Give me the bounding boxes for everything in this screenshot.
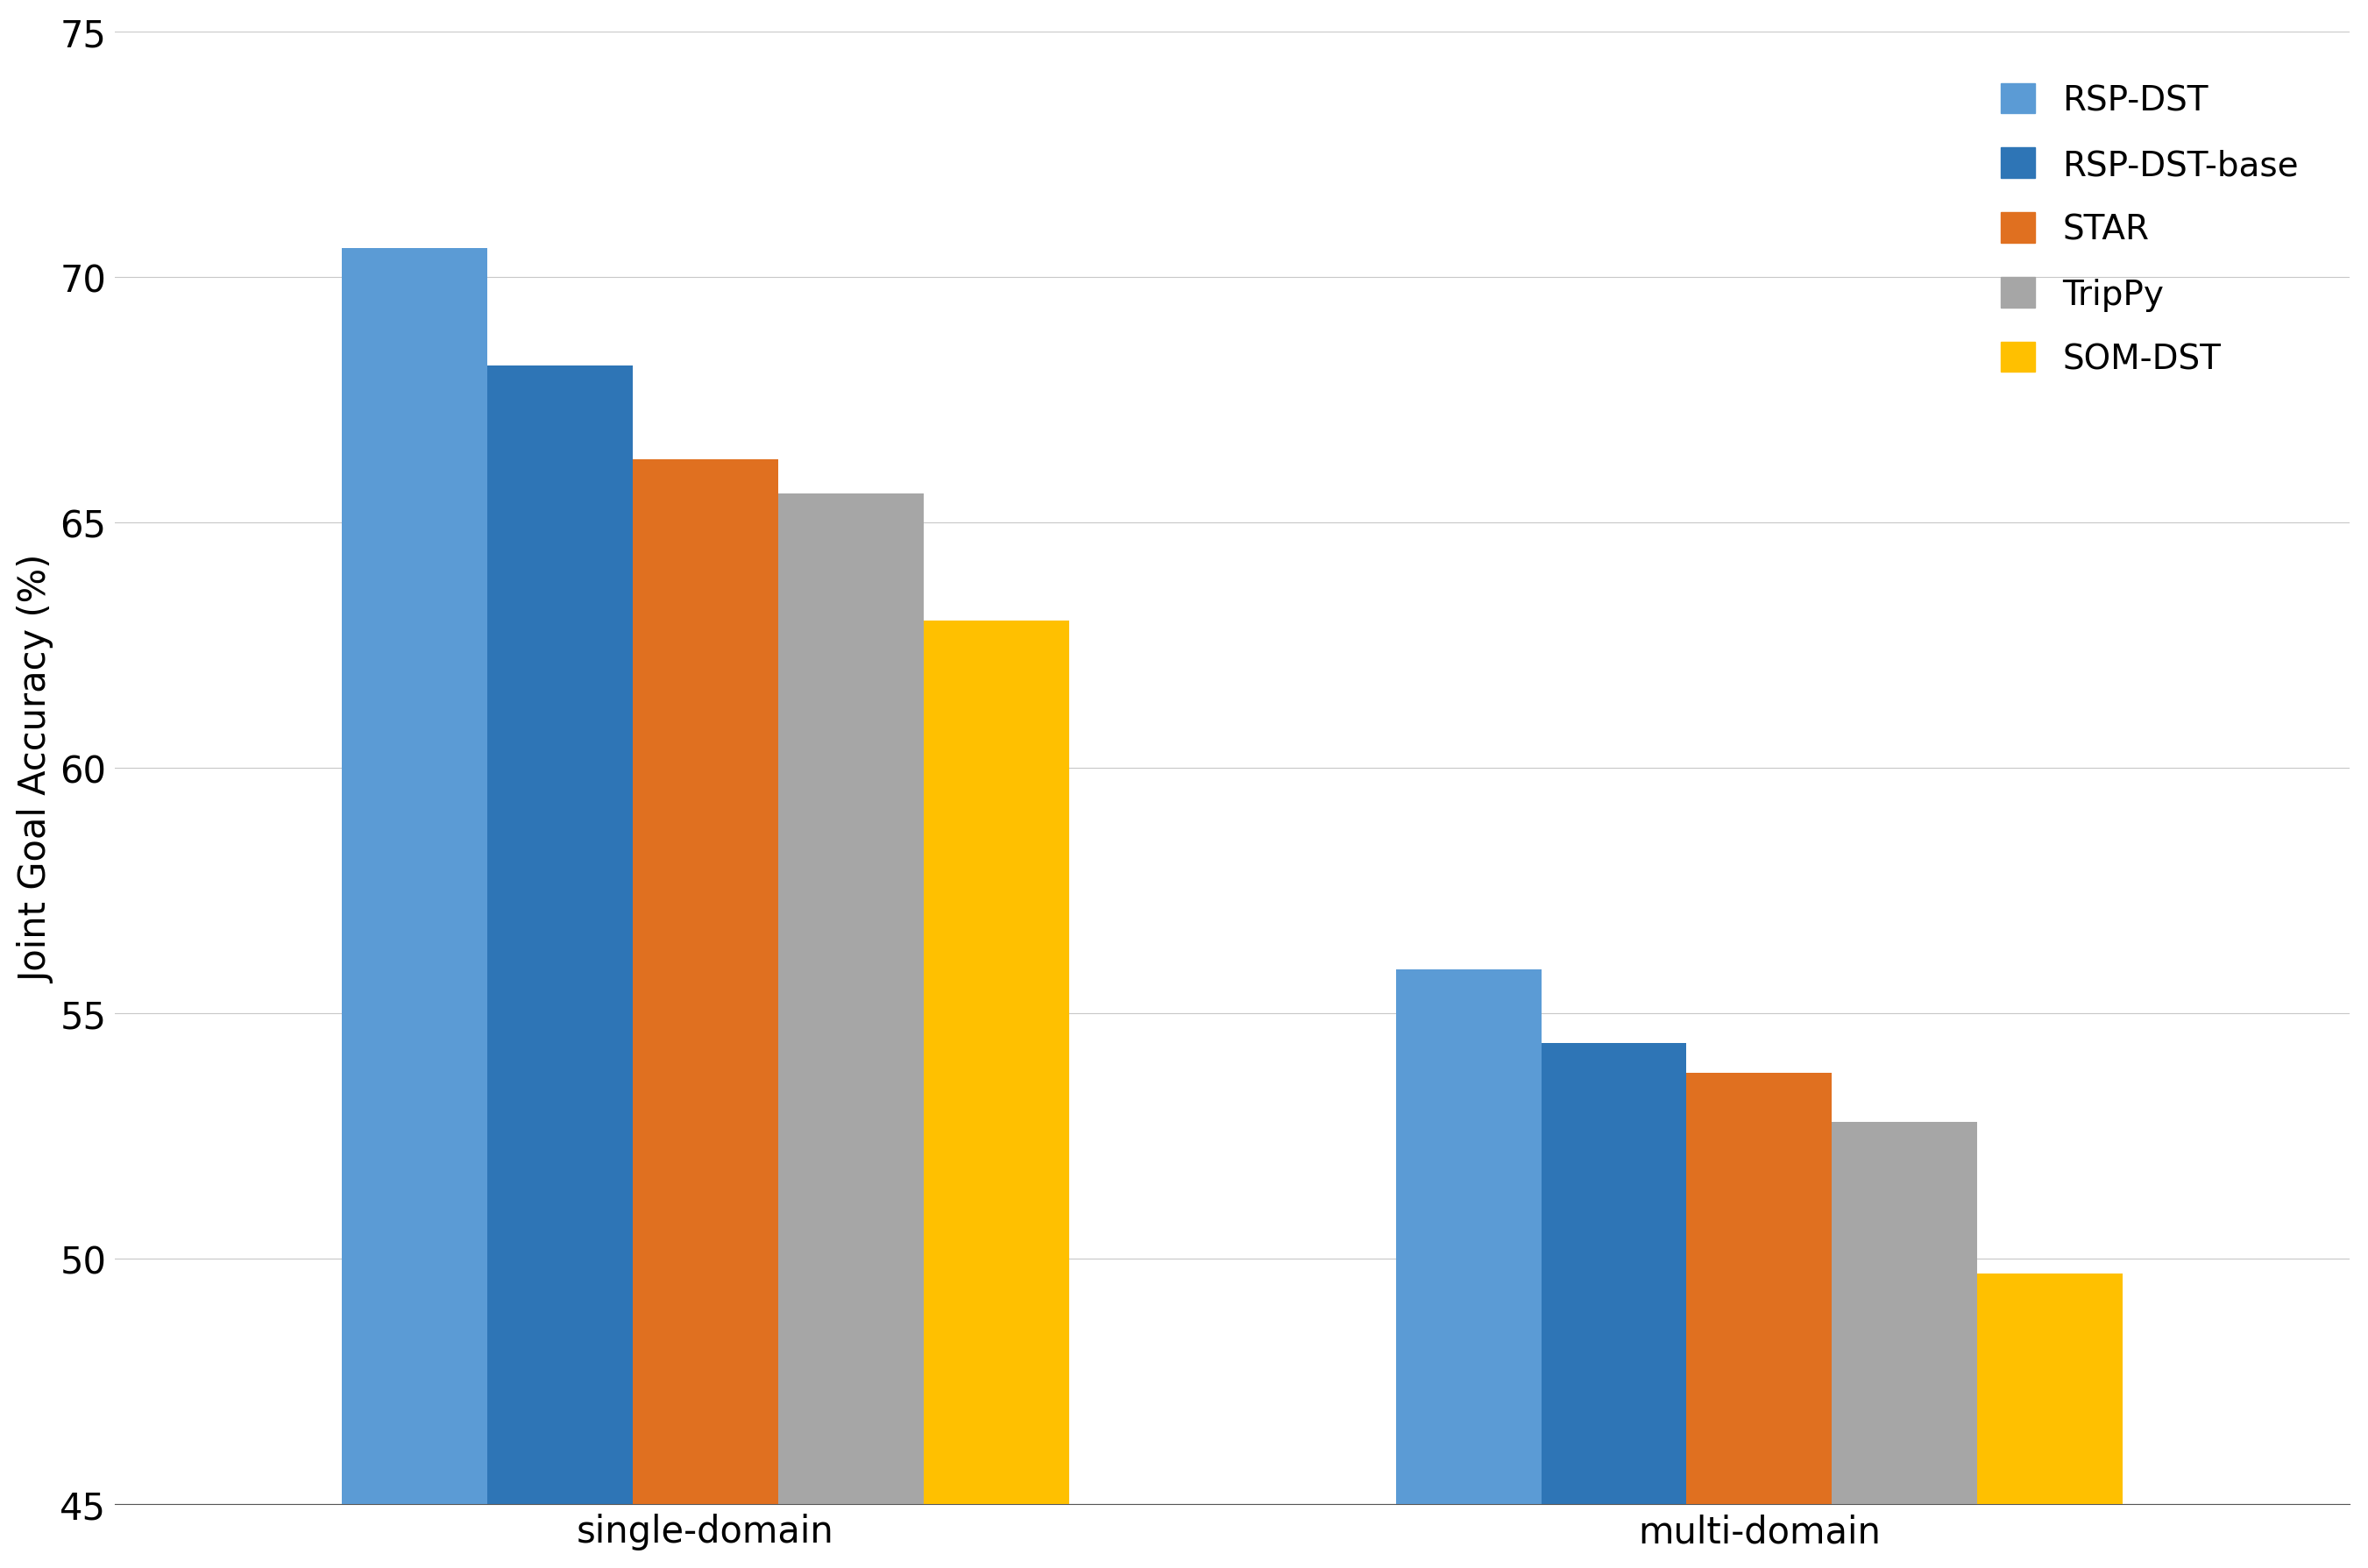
- Bar: [1833, 1121, 1977, 1504]
- Y-axis label: Joint Goal Accuracy (%): Joint Goal Accuracy (%): [19, 555, 54, 983]
- Bar: [1977, 1273, 2122, 1504]
- Bar: [1542, 1043, 1686, 1504]
- Bar: [632, 459, 779, 1504]
- Bar: [488, 367, 632, 1504]
- Bar: [924, 621, 1068, 1504]
- Bar: [779, 494, 924, 1504]
- Bar: [341, 249, 488, 1504]
- Bar: [1686, 1073, 1833, 1504]
- Legend: RSP-DST, RSP-DST-base, STAR, TripPy, SOM-DST: RSP-DST, RSP-DST-base, STAR, TripPy, SOM…: [1968, 50, 2332, 411]
- Bar: [1395, 969, 1542, 1504]
